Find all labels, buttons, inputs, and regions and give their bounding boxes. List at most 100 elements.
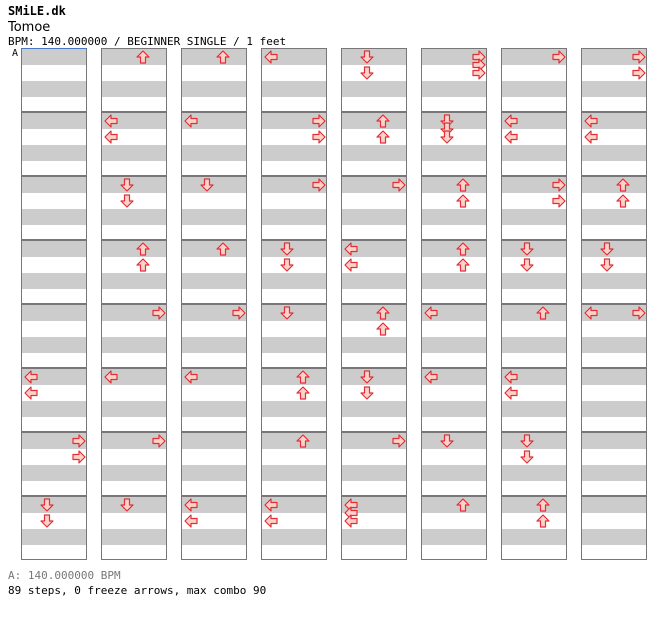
beat-band	[102, 401, 166, 417]
site-logo: SMiLE.dk	[8, 4, 66, 18]
arrow-up-icon	[616, 193, 630, 208]
beat-band	[502, 529, 566, 545]
chart-meta: BPM: 140.000000 / BEGINNER SINGLE / 1 fe…	[8, 35, 287, 48]
beat-band	[502, 369, 566, 385]
measure-box	[501, 432, 567, 496]
beat-band	[342, 145, 406, 161]
measure-box	[21, 496, 87, 560]
beat-band	[342, 81, 406, 97]
beat-band	[22, 241, 86, 257]
beat-band	[262, 273, 326, 289]
measure-box	[581, 176, 647, 240]
arrow-left-icon	[584, 129, 598, 144]
measure-box	[501, 496, 567, 560]
measure-box	[421, 48, 487, 112]
measure-box	[21, 176, 87, 240]
beat-band	[502, 49, 566, 65]
beat-band	[422, 113, 486, 129]
arrow-right-icon	[392, 433, 406, 448]
arrow-up-icon	[136, 241, 150, 256]
beat-band	[502, 273, 566, 289]
beat-band	[582, 305, 646, 321]
arrow-left-icon	[344, 513, 358, 528]
beat-band	[182, 49, 246, 65]
beat-band	[262, 49, 326, 65]
beat-band	[262, 401, 326, 417]
measure-box	[581, 432, 647, 496]
beat-band	[502, 241, 566, 257]
beat-band	[502, 497, 566, 513]
measure-box	[421, 496, 487, 560]
arrow-right-icon	[392, 177, 406, 192]
beat-band	[182, 497, 246, 513]
song-title: Tomoe	[8, 20, 51, 35]
measure-box	[581, 368, 647, 432]
beat-band	[22, 81, 86, 97]
arrow-left-icon	[104, 369, 118, 384]
beat-band	[22, 113, 86, 129]
arrow-left-icon	[264, 513, 278, 528]
measure-box	[101, 368, 167, 432]
beat-band	[422, 497, 486, 513]
beat-band	[342, 305, 406, 321]
beat-band	[422, 177, 486, 193]
beat-band	[182, 529, 246, 545]
beat-band	[102, 497, 166, 513]
beat-band	[102, 49, 166, 65]
chart-stats: 89 steps, 0 freeze arrows, max combo 90	[8, 584, 267, 597]
arrow-right-icon	[312, 113, 326, 128]
arrow-down-icon	[120, 193, 134, 208]
beat-band	[342, 273, 406, 289]
arrow-right-icon	[152, 433, 166, 448]
beat-band	[422, 49, 486, 65]
measure-box	[21, 368, 87, 432]
arrow-left-icon	[504, 129, 518, 144]
arrow-down-icon	[200, 177, 214, 192]
measure-box	[101, 48, 167, 112]
beat-band	[582, 337, 646, 353]
measure-box	[421, 176, 487, 240]
arrow-left-icon	[584, 113, 598, 128]
beat-band	[22, 49, 86, 65]
beat-band	[262, 81, 326, 97]
measure-box	[181, 304, 247, 368]
beat-band	[182, 273, 246, 289]
arrow-up-icon	[456, 497, 470, 512]
measure-box	[341, 176, 407, 240]
arrow-right-icon	[232, 305, 246, 320]
measure-box	[261, 240, 327, 304]
bpm-marker: A	[12, 48, 19, 59]
beat-band	[422, 209, 486, 225]
arrow-up-icon	[136, 49, 150, 64]
arrow-up-icon	[216, 49, 230, 64]
measure-box	[181, 432, 247, 496]
arrow-down-icon	[120, 177, 134, 192]
beat-band	[102, 529, 166, 545]
bpm-legend: A: 140.000000 BPM	[8, 569, 121, 582]
beat-band	[342, 433, 406, 449]
beat-band	[422, 305, 486, 321]
measure-box	[101, 176, 167, 240]
measure-box	[341, 496, 407, 560]
beat-band	[262, 465, 326, 481]
measure-box	[421, 432, 487, 496]
arrow-left-icon	[184, 369, 198, 384]
beat-band	[262, 529, 326, 545]
arrow-up-icon	[616, 177, 630, 192]
arrow-down-icon	[440, 433, 454, 448]
beat-band	[182, 145, 246, 161]
bpm-marker-line	[21, 48, 87, 49]
arrow-down-icon	[360, 49, 374, 64]
measure-box	[181, 48, 247, 112]
beat-band	[502, 337, 566, 353]
arrow-right-icon	[152, 305, 166, 320]
arrow-right-icon	[72, 433, 86, 448]
beat-band	[422, 401, 486, 417]
beat-band	[582, 177, 646, 193]
beat-band	[22, 145, 86, 161]
arrow-up-icon	[536, 513, 550, 528]
beat-band	[22, 305, 86, 321]
beat-band	[422, 273, 486, 289]
measure-box	[581, 240, 647, 304]
beat-band	[182, 433, 246, 449]
